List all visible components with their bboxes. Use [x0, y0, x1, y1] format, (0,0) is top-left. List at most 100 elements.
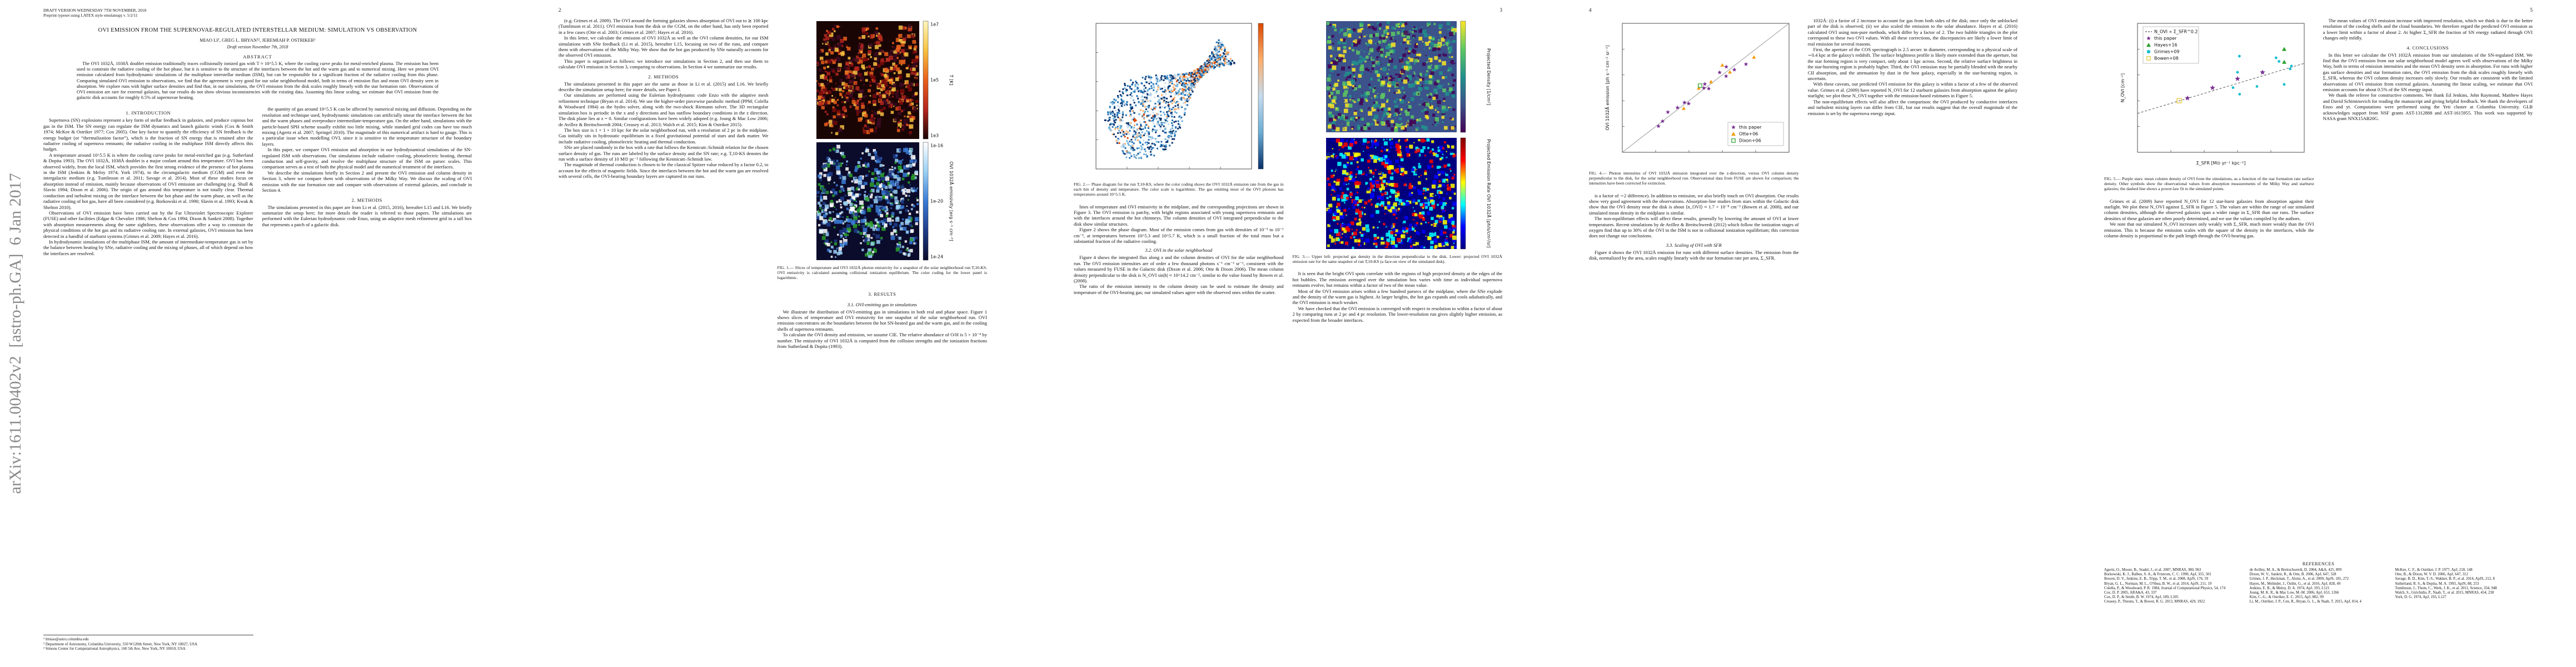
- map-pixel: [1400, 158, 1404, 162]
- map-pixel: [834, 47, 839, 52]
- map-pixel: [1386, 238, 1390, 242]
- map-pixel: [840, 196, 844, 201]
- map-pixel: [1380, 53, 1383, 57]
- map-pixel: [1377, 236, 1379, 239]
- phase-pixel: [1118, 106, 1120, 108]
- map-pixel: [1403, 179, 1407, 183]
- map-pixel: [844, 66, 849, 71]
- reference: Hayes, M., Melinder, J., Östlin, G., et …: [2249, 581, 2341, 586]
- phase-pixel: [1150, 120, 1153, 122]
- map-pixel: [1371, 73, 1374, 77]
- map-pixel: [1331, 186, 1335, 190]
- phase-pixel: [1165, 115, 1168, 117]
- phase-pixel: [1134, 85, 1137, 87]
- map-pixel: [1370, 71, 1372, 73]
- map-pixel: [916, 203, 919, 206]
- phase-pixel: [1153, 86, 1155, 88]
- phase-pixel: [1154, 114, 1156, 116]
- map-pixel: [911, 67, 915, 71]
- map-pixel: [1451, 39, 1454, 43]
- map-pixel: [1349, 98, 1351, 101]
- phase-pixel: [1229, 60, 1231, 62]
- map-pixel: [849, 198, 852, 201]
- phase-pixel: [1150, 108, 1153, 110]
- map-pixel: [1415, 76, 1419, 80]
- map-pixel: [864, 95, 867, 97]
- map-pixel: [1451, 221, 1454, 225]
- map-pixel: [1436, 121, 1439, 125]
- map-pixel: [836, 233, 839, 236]
- map-pixel: [909, 238, 913, 242]
- map-pixel: [1392, 78, 1397, 83]
- paragraph: To calculate the OVI density and emissio…: [777, 332, 988, 350]
- map-pixel: [1387, 113, 1392, 118]
- map-pixel: [1431, 140, 1434, 143]
- phase-pixel: [1159, 126, 1162, 128]
- map-pixel: [891, 96, 894, 98]
- map-pixel: [891, 191, 894, 193]
- phase-pixel: [1140, 103, 1142, 105]
- map-pixel: [1327, 209, 1332, 213]
- map-pixel: [851, 71, 854, 73]
- map-pixel: [877, 211, 881, 216]
- phase-pixel: [1153, 143, 1155, 145]
- map-pixel: [857, 231, 859, 233]
- map-pixel: [857, 161, 860, 164]
- phase-pixel: [1145, 81, 1147, 83]
- map-pixel: [1351, 68, 1356, 72]
- phase-pixel: [1175, 126, 1177, 128]
- map-pixel: [1416, 232, 1420, 235]
- map-pixel: [1347, 74, 1351, 78]
- map-pixel: [851, 98, 855, 101]
- map-pixel: [829, 36, 833, 39]
- phase-pixel: [1211, 64, 1213, 67]
- map-pixel: [1427, 147, 1429, 150]
- phase-pixel: [1172, 86, 1174, 88]
- map-pixel: [901, 124, 904, 126]
- phase-pixel: [1179, 79, 1181, 81]
- map-pixel: [1419, 77, 1421, 79]
- map-pixel: [910, 229, 914, 233]
- map-pixel: [841, 89, 844, 93]
- map-pixel: [1428, 94, 1430, 96]
- map-pixel: [1410, 27, 1413, 30]
- map-pixel: [1443, 225, 1447, 229]
- map-pixel: [904, 48, 908, 51]
- map-pixel: [1358, 238, 1361, 240]
- phase-pixel: [1189, 72, 1191, 74]
- map-pixel: [899, 126, 901, 128]
- phase-pixel: [1169, 95, 1172, 97]
- map-pixel: [874, 218, 878, 222]
- phase-pixel: [1163, 145, 1165, 147]
- phase-pixel: [1210, 53, 1213, 55]
- map-pixel: [1336, 138, 1340, 143]
- map-pixel: [1403, 66, 1408, 70]
- map-pixel: [1416, 127, 1419, 130]
- map-pixel: [913, 159, 917, 163]
- marker-square: [2146, 56, 2151, 61]
- map-pixel: [880, 183, 883, 185]
- map-pixel: [893, 105, 895, 107]
- map-pixel: [1326, 22, 1329, 25]
- map-pixel: [852, 57, 855, 59]
- map-pixel: [912, 33, 914, 35]
- map-pixel: [915, 211, 919, 214]
- phase-pixel: [1217, 44, 1219, 46]
- map-pixel: [824, 88, 826, 91]
- map-pixel: [1384, 76, 1387, 79]
- phase-pixel: [1182, 97, 1184, 99]
- map-pixel: [824, 34, 827, 37]
- phase-pixel: [1165, 78, 1168, 80]
- map-pixel: [1360, 64, 1364, 68]
- phase-pixel: [1218, 44, 1220, 47]
- map-pixel: [1343, 99, 1348, 103]
- map-pixel: [1354, 59, 1357, 62]
- map-pixel: [1347, 146, 1352, 150]
- map-pixel: [1429, 165, 1433, 168]
- map-pixel: [1399, 22, 1402, 25]
- phase-pixel: [1113, 98, 1115, 101]
- legend-label: Otte+06: [1739, 132, 1758, 137]
- phase-pixel: [1182, 94, 1184, 96]
- map-pixel: [1446, 222, 1448, 224]
- map-pixel: [1337, 47, 1341, 51]
